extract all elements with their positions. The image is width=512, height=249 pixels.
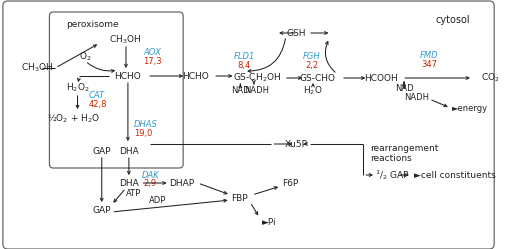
Text: H$_2$O: H$_2$O <box>303 85 323 97</box>
Text: CO$_2$: CO$_2$ <box>481 72 500 84</box>
Text: 42,8: 42,8 <box>88 100 106 109</box>
Text: O$_2$: O$_2$ <box>79 51 92 63</box>
Text: ATP: ATP <box>126 188 141 197</box>
Text: DAK: DAK <box>141 171 159 180</box>
Text: FMD: FMD <box>420 51 439 60</box>
Text: GAP: GAP <box>93 146 111 155</box>
Text: GAP: GAP <box>93 205 111 214</box>
Text: FLD1: FLD1 <box>233 52 255 61</box>
Text: ►energy: ►energy <box>452 104 487 113</box>
Text: peroxisome: peroxisome <box>66 19 118 28</box>
Text: GS-CHO: GS-CHO <box>300 73 336 82</box>
Text: DHA: DHA <box>119 179 139 187</box>
Text: ½O$_2$ + H$_2$O: ½O$_2$ + H$_2$O <box>47 113 100 125</box>
Text: cytosol: cytosol <box>435 15 470 25</box>
Text: rearrangement: rearrangement <box>370 143 439 152</box>
Text: FBP: FBP <box>231 193 248 202</box>
Text: 2,2: 2,2 <box>306 61 318 69</box>
Text: DHA: DHA <box>119 146 139 155</box>
Text: Xu5P: Xu5P <box>285 139 308 148</box>
Text: HCHO: HCHO <box>115 71 141 80</box>
Text: NAD: NAD <box>395 83 413 92</box>
Text: GSH: GSH <box>287 28 306 38</box>
Text: ADP: ADP <box>150 195 166 204</box>
Text: 2,9: 2,9 <box>144 179 157 187</box>
Text: H$_2$O$_2$: H$_2$O$_2$ <box>66 82 90 94</box>
Text: HCOOH: HCOOH <box>364 73 398 82</box>
Text: ►Pi: ►Pi <box>262 217 276 227</box>
Text: HCHO: HCHO <box>182 71 209 80</box>
Text: CH$_3$OH: CH$_3$OH <box>110 34 142 46</box>
Text: NADH: NADH <box>404 92 429 102</box>
Text: reactions: reactions <box>370 153 412 163</box>
Text: NADH: NADH <box>244 85 269 95</box>
Text: AOX: AOX <box>143 48 161 57</box>
Text: NAD: NAD <box>231 85 250 95</box>
Text: $\mathregular{^1/_2}$ GAP: $\mathregular{^1/_2}$ GAP <box>375 168 410 182</box>
Text: ►cell constituents: ►cell constituents <box>414 171 496 180</box>
Text: DHAS: DHAS <box>134 120 158 128</box>
Text: CH$_3$OH: CH$_3$OH <box>22 62 54 74</box>
Text: 17,3: 17,3 <box>143 57 162 65</box>
Text: GS-CH$_2$OH: GS-CH$_2$OH <box>232 72 281 84</box>
Text: FGH: FGH <box>303 52 321 61</box>
Text: 19,0: 19,0 <box>134 128 152 137</box>
Text: 8,4: 8,4 <box>238 61 251 69</box>
Text: CAT: CAT <box>88 90 104 100</box>
Text: F6P: F6P <box>283 179 299 187</box>
Text: 347: 347 <box>421 60 437 68</box>
Text: DHAP: DHAP <box>168 179 194 187</box>
